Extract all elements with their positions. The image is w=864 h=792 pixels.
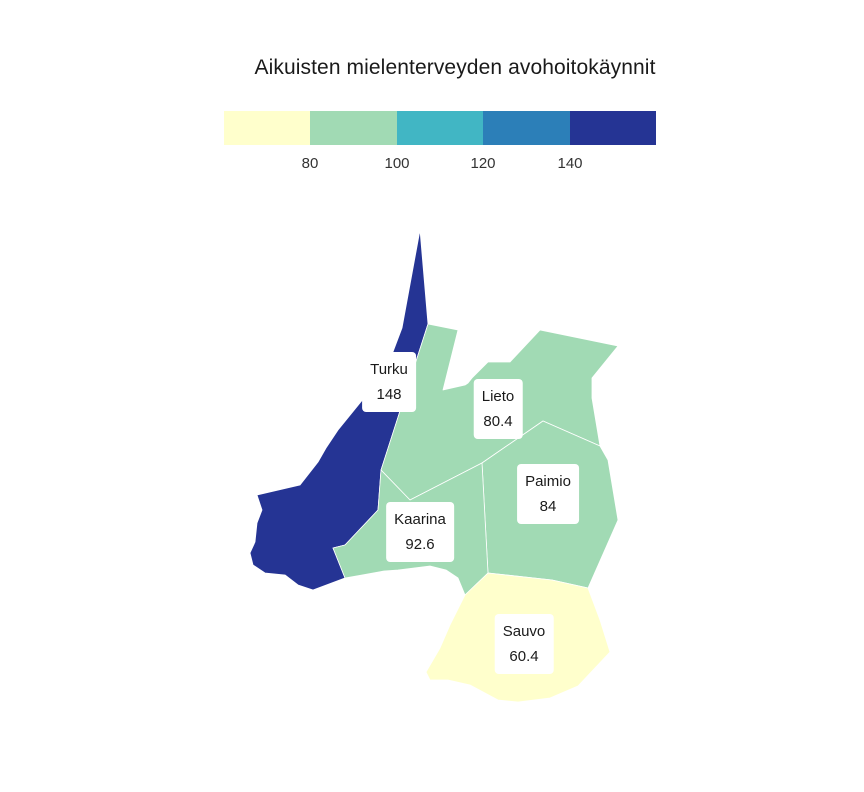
legend-tick-140: 140: [557, 155, 583, 172]
region-value-paimio: 84: [539, 498, 557, 515]
region-name-kaarina: Kaarina: [394, 511, 446, 528]
map-title: Aikuisten mielenterveyden avohoitokäynni…: [254, 56, 656, 79]
region-name-paimio: Paimio: [525, 473, 571, 490]
region-value-lieto: 80.4: [483, 413, 513, 430]
region-label-kaarina: Kaarina 92.6: [386, 502, 454, 562]
region-label-lieto: Lieto 80.4: [473, 379, 523, 439]
legend-swatch-4: [483, 111, 570, 145]
region-name-lieto: Lieto: [481, 388, 515, 405]
color-legend: [224, 111, 657, 145]
legend-swatch-1: [224, 111, 311, 145]
region-value-sauvo: 60.4: [509, 648, 539, 665]
region-name-sauvo: Sauvo: [502, 623, 546, 640]
legend-tick-100: 100: [384, 155, 410, 172]
region-value-kaarina: 92.6: [405, 536, 435, 553]
legend-swatch-3: [396, 111, 484, 145]
legend-swatch-2: [310, 111, 397, 145]
region-label-sauvo: Sauvo 60.4: [494, 614, 554, 674]
legend-swatch-5: [569, 111, 657, 145]
region-value-turku: 148: [376, 386, 402, 403]
region-name-turku: Turku: [370, 361, 408, 378]
legend-tick-80: 80: [301, 155, 319, 172]
region-label-turku: Turku 148: [362, 352, 416, 412]
legend-tick-120: 120: [470, 155, 496, 172]
region-label-paimio: Paimio 84: [517, 464, 579, 524]
